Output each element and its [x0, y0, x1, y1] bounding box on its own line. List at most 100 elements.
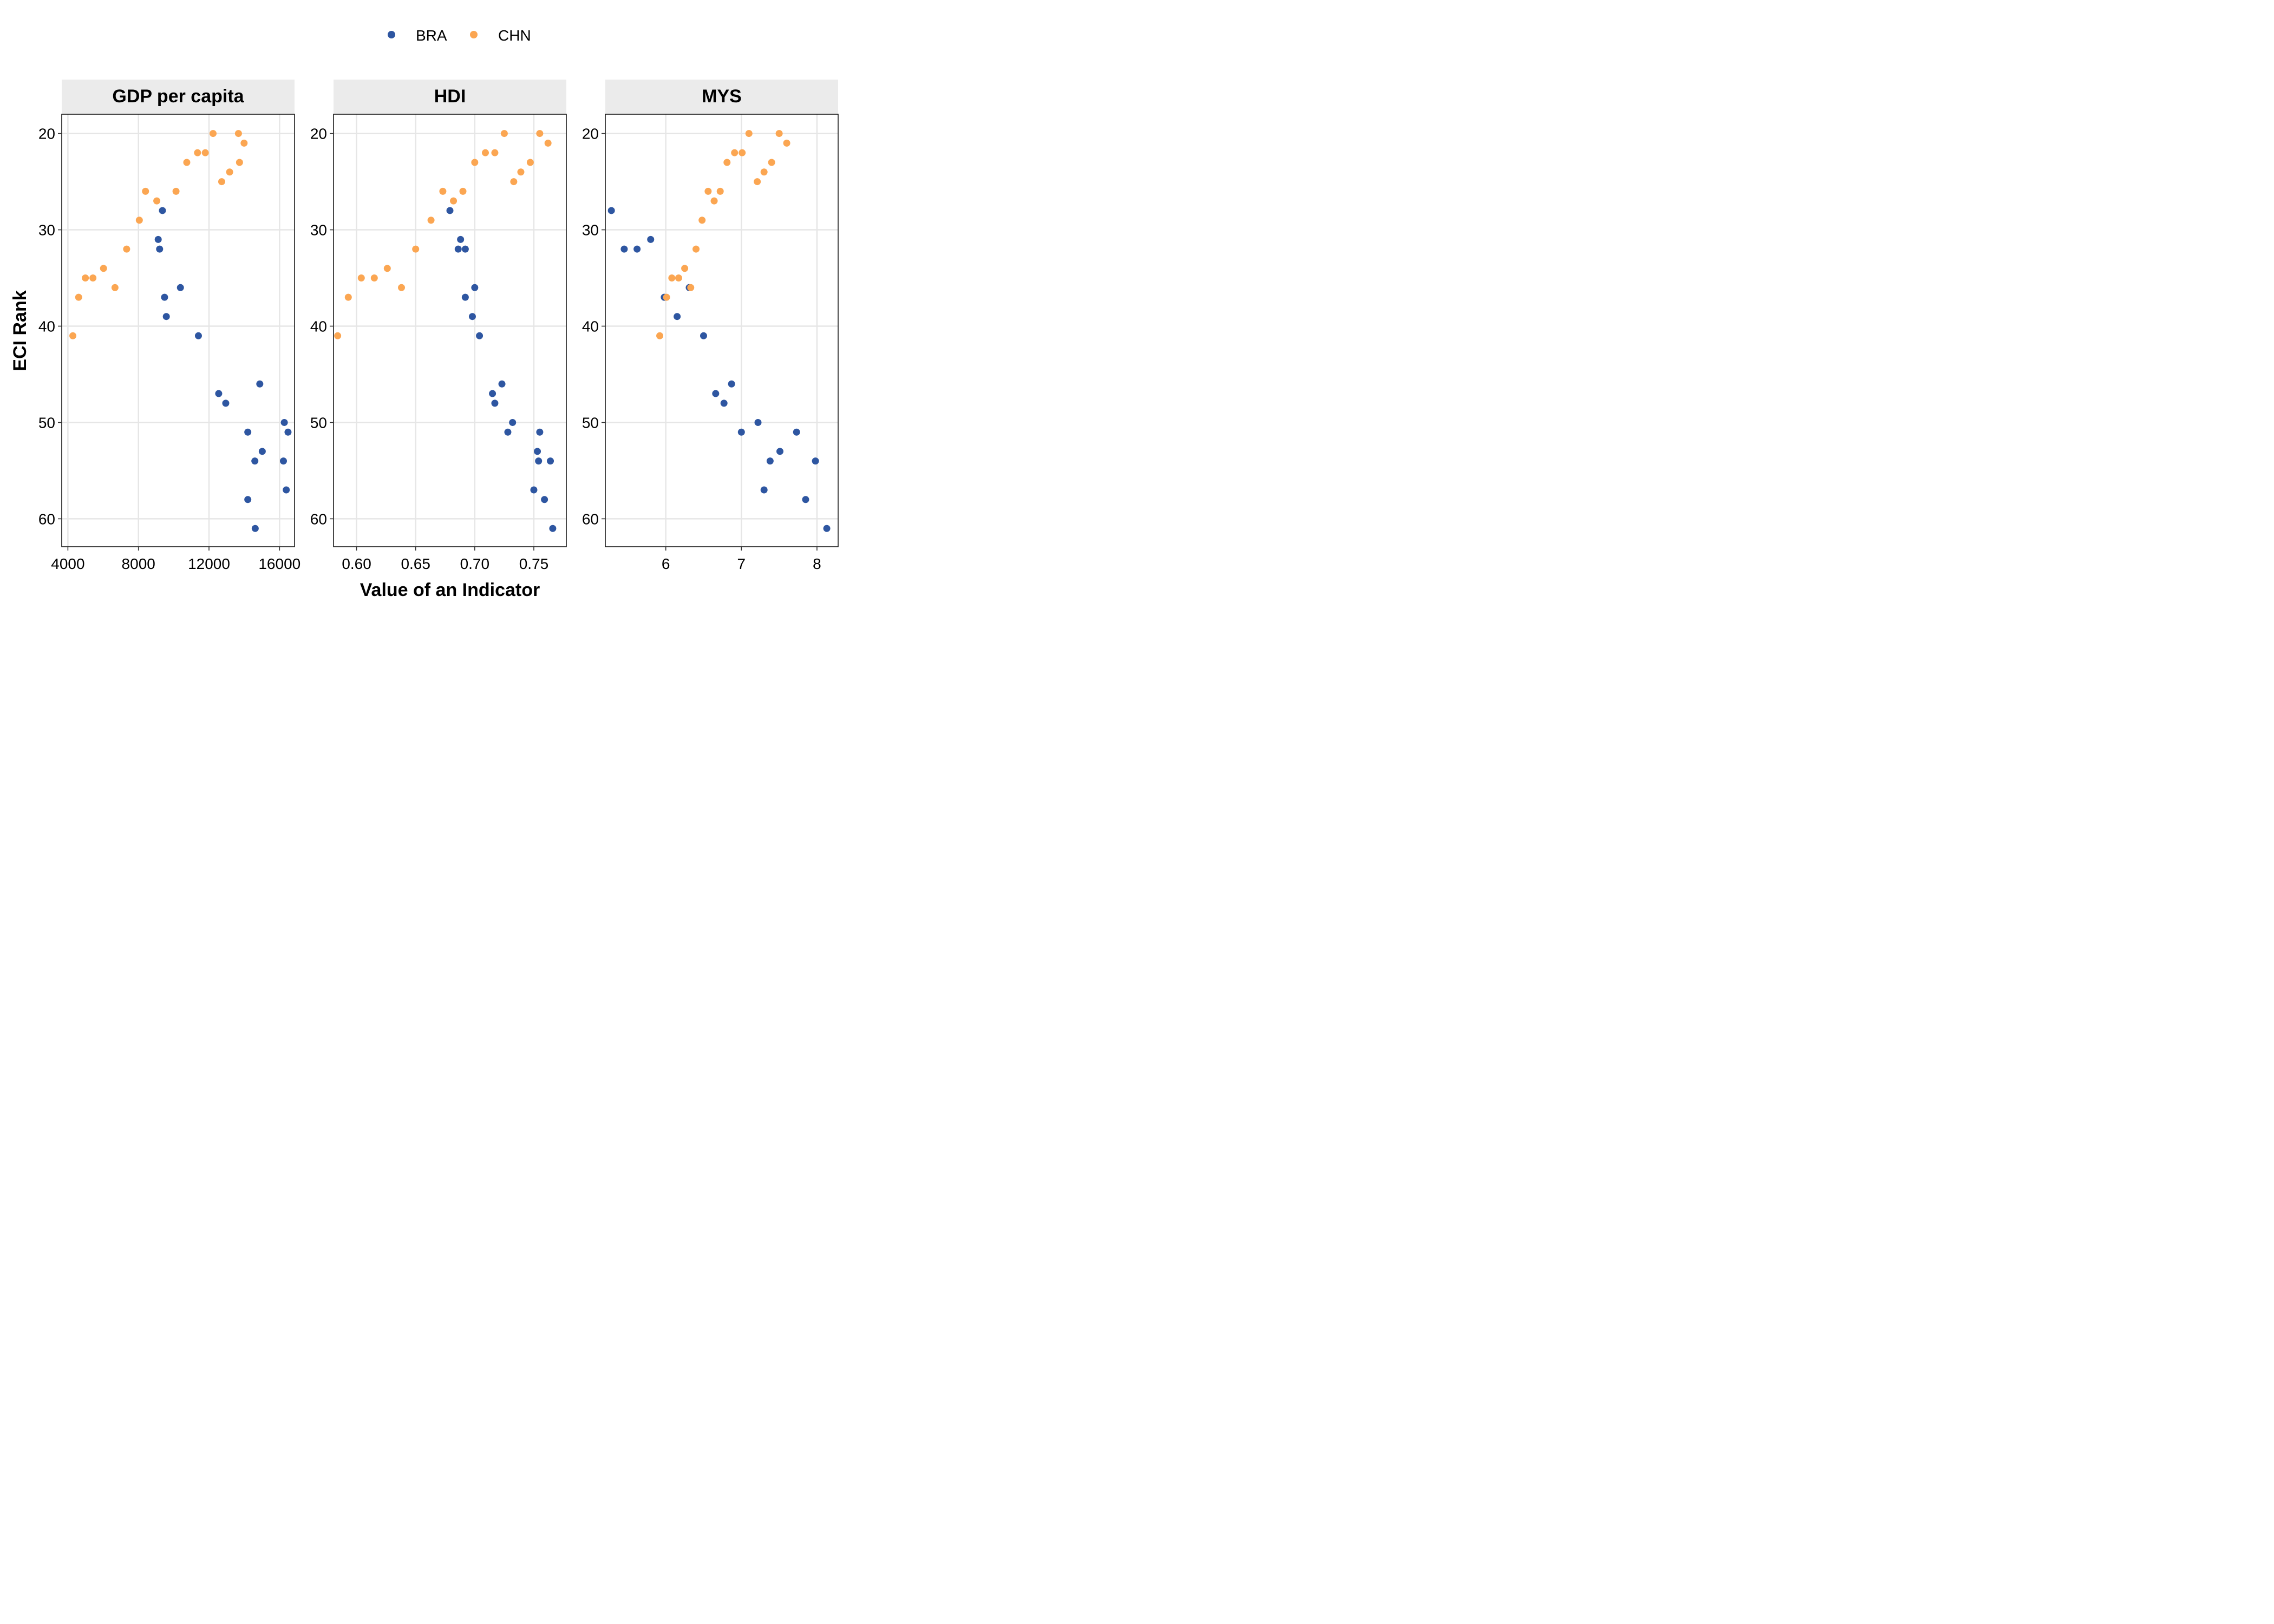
data-point-chn — [526, 159, 534, 166]
data-point-bra — [633, 245, 641, 253]
data-point-chn — [544, 139, 552, 147]
data-point-chn — [100, 265, 107, 272]
plot-area — [605, 114, 838, 547]
data-point-bra — [720, 400, 728, 407]
data-point-chn — [692, 245, 700, 253]
data-point-bra — [504, 428, 512, 436]
panel-title: GDP per capita — [112, 86, 244, 107]
panel-strip — [334, 80, 566, 114]
data-point-chn — [536, 130, 544, 137]
data-point-chn — [89, 274, 97, 282]
data-point-bra — [674, 313, 681, 320]
y-tick-label: 30 — [310, 222, 327, 239]
data-point-chn — [491, 149, 499, 156]
data-point-bra — [256, 380, 264, 388]
legend-key-chn — [470, 31, 478, 38]
facet-panels: GDP per capita 20 30 40 50 60 4000 8000 12000 160… — [38, 80, 839, 572]
data-point-chn — [111, 284, 119, 291]
data-point-bra — [737, 428, 745, 436]
data-point-bra — [547, 457, 554, 465]
data-point-chn — [459, 187, 467, 195]
plot-area — [62, 114, 295, 547]
data-point-bra — [754, 418, 762, 426]
data-point-chn — [82, 274, 89, 282]
y-tick-label: 40 — [582, 318, 599, 335]
data-point-bra — [728, 380, 735, 388]
data-point-chn — [760, 168, 768, 176]
legend-label-chn: CHN — [498, 27, 531, 44]
data-point-chn — [681, 265, 689, 272]
chart: BRA CHN GDP per capita 20 30 40 50 60 4000 8000 1… — [10, 27, 839, 600]
data-point-chn — [370, 274, 378, 282]
data-point-chn — [510, 178, 518, 186]
data-point-bra — [541, 496, 548, 503]
data-point-bra — [476, 332, 483, 339]
data-point-bra — [793, 428, 800, 436]
data-point-bra — [760, 486, 768, 494]
data-point-chn — [334, 332, 342, 339]
data-point-bra — [251, 525, 259, 532]
data-point-bra — [162, 313, 170, 320]
data-point-chn — [123, 245, 130, 253]
y-axis-label: ECI Rank — [10, 290, 30, 371]
panel-gdp-per-capita: GDP per capita 20 30 40 50 60 4000 8000 12000 160… — [38, 80, 300, 572]
y-tick-label: 40 — [310, 318, 327, 335]
y-tick-label: 20 — [582, 126, 599, 142]
data-point-bra — [535, 457, 543, 465]
x-tick-label: 8000 — [122, 555, 155, 572]
legend-label-bra: BRA — [416, 27, 447, 44]
data-point-chn — [439, 187, 447, 195]
panel-title: MYS — [702, 86, 742, 107]
series-bra — [446, 207, 557, 532]
y-tick-label: 40 — [38, 318, 55, 335]
data-point-bra — [647, 235, 655, 243]
data-point-chn — [739, 149, 746, 156]
data-point-bra — [284, 428, 292, 436]
data-point-bra — [251, 457, 259, 465]
data-point-bra — [283, 486, 290, 494]
series-bra — [154, 207, 292, 532]
data-point-chn — [236, 159, 243, 166]
data-point-bra — [461, 245, 469, 253]
data-point-chn — [412, 245, 420, 253]
data-point-bra — [161, 293, 168, 301]
y-tick-label: 30 — [38, 222, 55, 239]
y-tick-label: 30 — [582, 222, 599, 239]
x-tick-label: 6 — [662, 555, 670, 572]
data-point-bra — [244, 428, 252, 436]
panel-mys: MYS 20 30 40 50 60 6 7 8 — [582, 80, 839, 572]
data-point-bra — [491, 400, 499, 407]
data-point-bra — [156, 245, 164, 253]
y-tick-label: 50 — [310, 414, 327, 431]
x-tick-label: 12000 — [188, 555, 230, 572]
series-chn — [656, 130, 790, 339]
data-point-chn — [450, 197, 458, 205]
data-point-chn — [481, 149, 489, 156]
data-point-bra — [454, 245, 462, 253]
data-point-bra — [457, 235, 465, 243]
plot-area — [334, 114, 566, 547]
x-tick-label: 16000 — [258, 555, 300, 572]
data-point-bra — [549, 525, 557, 532]
data-point-chn — [517, 168, 525, 176]
data-point-bra — [536, 428, 544, 436]
data-point-chn — [675, 274, 682, 282]
data-point-chn — [500, 130, 508, 137]
data-point-bra — [215, 390, 223, 397]
x-tick-label: 7 — [737, 555, 746, 572]
x-tick-label: 8 — [813, 555, 821, 572]
data-point-chn — [698, 217, 706, 224]
data-point-chn — [183, 159, 191, 166]
data-point-chn — [427, 217, 435, 224]
data-point-bra — [509, 418, 517, 426]
data-point-chn — [153, 197, 161, 205]
data-point-chn — [240, 139, 248, 147]
y-tick-label: 20 — [310, 126, 327, 142]
data-point-chn — [194, 149, 201, 156]
data-point-chn — [75, 293, 82, 301]
data-point-bra — [489, 390, 496, 397]
data-point-bra — [461, 293, 469, 301]
data-point-bra — [471, 284, 479, 291]
data-point-chn — [201, 149, 209, 156]
data-point-bra — [177, 284, 184, 291]
